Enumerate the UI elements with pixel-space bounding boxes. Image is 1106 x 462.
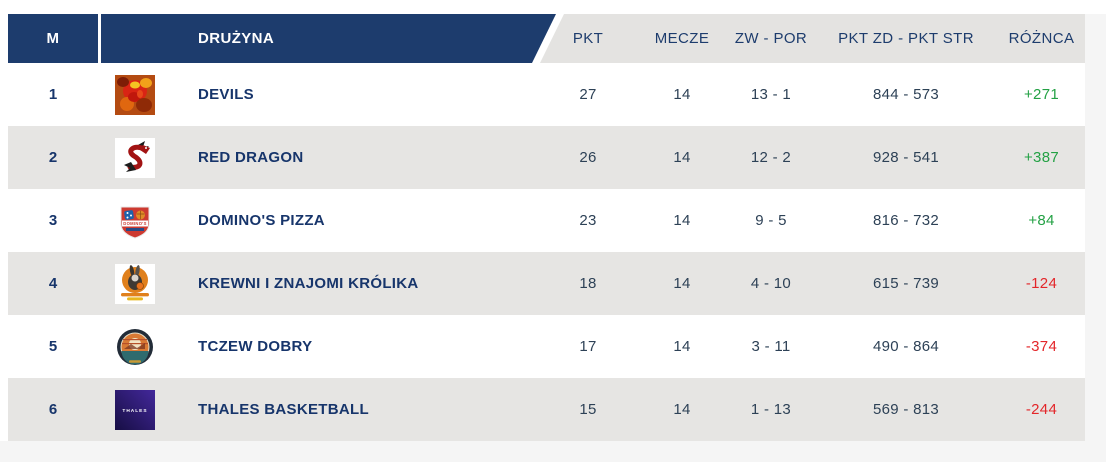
devils-logo <box>115 74 155 115</box>
win-loss-value: 13 - 1 <box>750 86 792 103</box>
points-value: 17 <box>579 338 597 355</box>
position-number: 5 <box>48 338 58 355</box>
page-background-right <box>1085 14 1106 462</box>
pts-for-against-value: 928 - 541 <box>872 149 940 166</box>
difference-value: -124 <box>1025 275 1058 292</box>
header-difference: RÓŻNCA <box>1008 30 1075 47</box>
thales-logo: THALES <box>115 389 155 430</box>
red-dragon-logo <box>115 137 155 178</box>
dominos-pizza-logo: DOMINO'S <box>115 200 155 241</box>
header-points: PKT <box>572 30 604 47</box>
matches-value: 14 <box>673 149 691 166</box>
win-loss-value: 3 - 11 <box>751 338 791 355</box>
win-loss-value: 12 - 2 <box>750 149 792 166</box>
points-value: 27 <box>579 86 597 103</box>
tczew-dobry-logo <box>115 327 155 367</box>
standings-table: M DRUŻYNA PKT MECZE ZW - POR PKT ZD - PK… <box>8 14 1085 441</box>
table-row[interactable]: 4 KREWNI I ZNAJOMI KRÓLIKA <box>8 252 1085 315</box>
points-value: 18 <box>579 275 597 292</box>
difference-value: +387 <box>1024 149 1059 166</box>
matches-value: 14 <box>673 275 691 292</box>
header-position: M <box>46 30 60 47</box>
team-name: DEVILS <box>198 86 254 103</box>
header-matches: MECZE <box>654 30 710 47</box>
table-row[interactable]: 5 TCZEW DOBRY 1 <box>8 315 1085 378</box>
team-name: RED DRAGON <box>198 149 304 166</box>
position-number: 4 <box>48 275 58 292</box>
page-background-bottom <box>0 441 1106 462</box>
team-name: KREWNI I ZNAJOMI KRÓLIKA <box>198 275 419 292</box>
team-name: THALES BASKETBALL <box>198 401 369 418</box>
table-row[interactable]: 3 DOMINO'S <box>8 189 1085 252</box>
header-team: DRUŻYNA <box>198 30 275 47</box>
difference-value: -374 <box>1025 338 1058 355</box>
team-name: TCZEW DOBRY <box>198 338 313 355</box>
team-name: DOMINO'S PIZZA <box>198 212 325 229</box>
matches-value: 14 <box>673 86 691 103</box>
pts-for-against-value: 816 - 732 <box>872 212 940 229</box>
pts-for-against-value: 615 - 739 <box>872 275 940 292</box>
table-row[interactable]: 1 DEVILS 27 <box>8 63 1085 126</box>
position-number: 3 <box>48 212 58 229</box>
pts-for-against-value: 844 - 573 <box>872 86 940 103</box>
svg-text:THALES: THALES <box>122 408 147 414</box>
krewni-i-znajomi-krolika-logo <box>115 263 155 304</box>
table-row[interactable]: 6 THALES THALES BASKETBALL <box>8 378 1085 441</box>
win-loss-value: 4 - 10 <box>750 275 792 292</box>
difference-value: -244 <box>1025 401 1058 418</box>
table-header: M DRUŻYNA PKT MECZE ZW - POR PKT ZD - PK… <box>8 14 1085 63</box>
position-number: 6 <box>48 401 58 418</box>
header-win-loss: ZW - POR <box>734 30 808 47</box>
svg-text:DOMINO'S: DOMINO'S <box>123 221 146 226</box>
pts-for-against-value: 569 - 813 <box>872 401 940 418</box>
header-column-divider <box>98 14 101 63</box>
matches-value: 14 <box>673 338 691 355</box>
header-pts-for-against: PKT ZD - PKT STR <box>838 30 974 47</box>
pts-for-against-value: 490 - 864 <box>872 338 940 355</box>
matches-value: 14 <box>673 401 691 418</box>
position-number: 2 <box>48 149 58 166</box>
difference-value: +84 <box>1028 212 1055 229</box>
position-number: 1 <box>48 86 58 103</box>
win-loss-value: 9 - 5 <box>755 212 787 229</box>
points-value: 23 <box>579 212 597 229</box>
header-gray-background <box>540 14 1085 63</box>
win-loss-value: 1 - 13 <box>750 401 792 418</box>
difference-value: +271 <box>1024 86 1059 103</box>
matches-value: 14 <box>673 212 691 229</box>
points-value: 26 <box>579 149 597 166</box>
points-value: 15 <box>579 401 597 418</box>
table-row[interactable]: 2 RED DRAGON 26 14 12 - 2 928 - 541 <box>8 126 1085 189</box>
